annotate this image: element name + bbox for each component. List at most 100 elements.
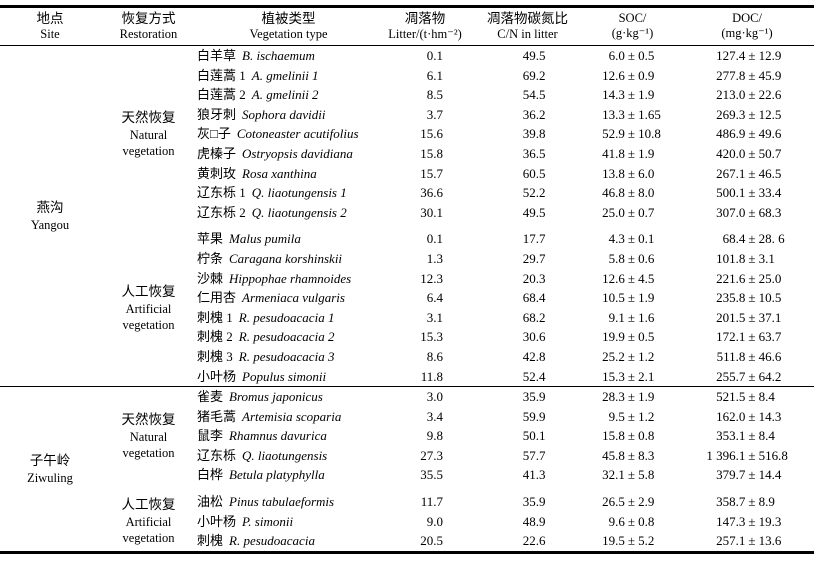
site-name-en: Ziwuling (27, 470, 73, 485)
doc-value: 127.4 ±12.9 (697, 46, 796, 66)
plus-minus-sign: ± (627, 204, 636, 220)
plus-minus-sign: ± (627, 309, 636, 325)
doc-mean: 267.1 (716, 165, 746, 181)
doc-cell: 257.1 ±13.6 (680, 531, 814, 552)
plus-minus-sign: ± (627, 231, 636, 247)
plus-minus-sign: ± (627, 389, 636, 405)
doc-error: 14.3 (758, 408, 782, 424)
soc-mean: 4.3 (608, 231, 625, 247)
doc-cell: 420.0 ±50.7 (680, 144, 814, 164)
soc-cell: 19.5 ±5.2 (585, 531, 680, 552)
table-row: 仁用杏 Armeniaca vulgaris 6.4 68.4 10.5 ±1.9 … (0, 288, 814, 308)
doc-error: 49.6 (758, 126, 782, 142)
header-cn-ratio: 凋落物碳氮比 C/N in litter (470, 6, 585, 46)
cn-ratio-cell: 52.4 (470, 367, 585, 387)
vegetation-name-cn: 沙棘 (197, 270, 224, 286)
doc-error: 12.9 (758, 48, 782, 63)
plus-minus-sign: ± (748, 368, 756, 384)
soc-cell: 12.6 ±4.5 (585, 269, 680, 289)
plus-minus-sign: ± (748, 408, 756, 424)
plus-minus-sign: ± (748, 126, 756, 142)
vegetation-name-cn: 刺槐 1 (197, 309, 233, 325)
header-litter-cn: 凋落物 (404, 11, 446, 26)
table-row: 辽东栎 2 Q. liaotungensis 2 30.1 49.5 25.0 ±0… (0, 203, 814, 223)
doc-error: 50.7 (758, 145, 782, 161)
plus-minus-sign: ± (748, 106, 756, 122)
cn-ratio-cell: 41.3 (470, 465, 585, 485)
doc-cell: 101.8 ±3.1 (680, 249, 814, 269)
litter-cell: 8.6 (380, 347, 470, 367)
doc-error: 46.6 (758, 348, 782, 364)
site-cell: 燕沟 Yangou (0, 46, 100, 387)
doc-value: 1 396.1 ±516.8 (697, 446, 796, 466)
plus-minus-sign: ± (627, 329, 636, 345)
vegetation-name-cn: 柠条 (197, 250, 224, 266)
plus-minus-sign: ± (748, 270, 756, 286)
soc-value: 14.3 ±1.9 (595, 85, 670, 105)
litter-value: 15.7 (420, 165, 443, 181)
vegetation-name-latin: Malus pumila (229, 231, 301, 247)
vegetation-name-cn: 白桦 (197, 467, 224, 483)
doc-mean: 269.3 (716, 106, 746, 122)
vegetation-name-cn: 小叶杨 (197, 368, 237, 384)
doc-cell: 500.1 ±33.4 (680, 183, 814, 203)
plus-minus-sign: ± (627, 270, 636, 286)
doc-value: 162.0 ±14.3 (697, 407, 796, 427)
doc-cell: 521.5 ±8.4 (680, 386, 814, 407)
doc-cell: 221.6 ±25.0 (680, 269, 814, 289)
litter-value: 35.5 (420, 467, 443, 483)
plus-minus-sign: ± (748, 309, 756, 325)
vegetation-name-latin: Armeniaca vulgaris (242, 290, 345, 306)
soc-error: 1.9 (638, 87, 655, 103)
litter-cell: 8.5 (380, 85, 470, 105)
cn-ratio-cell: 42.8 (470, 347, 585, 367)
doc-cell: 147.3 ±19.3 (680, 512, 814, 532)
doc-error: 14.4 (758, 467, 782, 483)
litter-value: 12.3 (420, 270, 443, 286)
doc-mean: 379.7 (716, 467, 746, 483)
doc-value: 500.1 ±33.4 (697, 183, 796, 203)
soc-value: 19.5 ±5.2 (595, 531, 670, 551)
cn-ratio-cell: 49.5 (470, 203, 585, 223)
header-restoration: 恢复方式 Restoration (100, 6, 197, 46)
litter-value: 3.4 (426, 408, 443, 424)
litter-value: 8.6 (426, 348, 443, 364)
vegetation-cell: 苹果 Malus pumila (197, 222, 380, 249)
table-row: 白莲蒿 2 A. gmelinii 2 8.5 54.5 14.3 ±1.9 213… (0, 85, 814, 105)
doc-cell: 307.0 ±68.3 (680, 203, 814, 223)
header-cn-ratio-en: C/N in litter (497, 27, 558, 41)
plus-minus-sign: ± (627, 145, 636, 161)
soc-error: 6.0 (638, 165, 655, 181)
plus-minus-sign: ± (748, 428, 756, 444)
header-site-en: Site (40, 27, 60, 41)
table-body: 燕沟 Yangou 天然恢复 Natural vegetation 白羊草 B. … (0, 46, 814, 553)
doc-cell: 511.8 ±46.6 (680, 347, 814, 367)
doc-error: 8.4 (758, 428, 775, 444)
soc-value: 12.6 ±4.5 (595, 269, 670, 289)
doc-value: 358.7 ±8.9 (697, 492, 796, 512)
litter-value: 30.1 (420, 204, 443, 220)
doc-cell: 358.7 ±8.9 (680, 485, 814, 512)
litter-value: 15.8 (420, 145, 443, 161)
plus-minus-sign: ± (748, 494, 756, 510)
doc-mean: 255.7 (716, 368, 746, 384)
plus-minus-sign: ± (748, 513, 756, 529)
soc-value: 32.1 ±5.8 (595, 465, 670, 485)
cn-ratio-value: 68.4 (522, 290, 546, 306)
cn-ratio-value: 29.7 (522, 250, 546, 266)
vegetation-cell: 白莲蒿 1 A. gmelinii 1 (197, 66, 380, 86)
plus-minus-sign: ± (748, 447, 756, 463)
header-restoration-en: Restoration (119, 27, 178, 41)
vegetation-name-cn: 辽东栎 (197, 447, 237, 463)
soc-value: 26.5 ±2.9 (595, 492, 670, 512)
table-row: 辽东栎 1 Q. liaotungensis 1 36.6 52.2 46.8 ±8… (0, 183, 814, 203)
table-row: 人工恢复 Artificial vegetation 苹果 Malus pumil… (0, 222, 814, 331)
vegetation-cell: 柠条 Caragana korshinskii (197, 249, 380, 269)
vegetation-name-latin: R. pesudoacacia 2 (238, 329, 335, 345)
vegetation-cell: 灰□子 Cotoneaster acutifolius (197, 124, 380, 144)
doc-error: 33.4 (758, 185, 782, 201)
doc-value: 147.3 ±19.3 (697, 512, 796, 532)
plus-minus-sign: ± (627, 428, 636, 444)
soc-error: 0.8 (638, 513, 655, 529)
litter-value: 15.3 (420, 329, 443, 345)
